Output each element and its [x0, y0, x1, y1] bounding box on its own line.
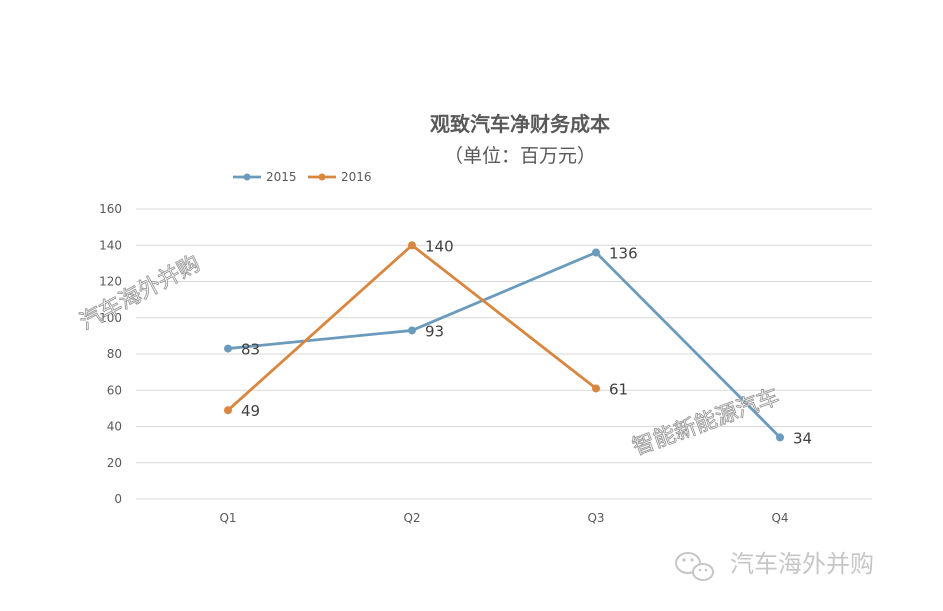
footer-watermark: 汽车海外并购: [730, 550, 874, 578]
legend-swatch-marker: [318, 173, 326, 181]
data-point: [592, 248, 600, 257]
data-label: 34: [793, 429, 812, 447]
y-tick-label: 20: [107, 456, 122, 470]
y-tick-label: 0: [114, 492, 122, 506]
y-tick-label: 140: [99, 238, 122, 252]
x-axis: Q1 Q2 Q3 Q4: [219, 511, 788, 525]
x-tick-label: Q1: [219, 511, 236, 525]
data-label: 136: [609, 245, 638, 263]
legend-label: 2016: [341, 170, 372, 184]
data-labels: 83 93 136 34 49 140 61: [241, 237, 812, 447]
chart-subtitle: （单位：百万元）: [444, 145, 596, 167]
legend-label: 2015: [266, 170, 297, 184]
data-label: 93: [425, 322, 444, 340]
data-point: [224, 344, 232, 353]
series-line-2015: [227, 251, 781, 439]
watermark-left: 汽车海外并购: [76, 251, 204, 335]
watermark-right: 智能新能源汽车: [630, 384, 783, 460]
x-tick-label: Q2: [403, 511, 420, 525]
data-point: [408, 326, 416, 335]
legend-swatch-marker: [243, 173, 251, 181]
data-label: 140: [425, 237, 454, 255]
y-tick-label: 100: [99, 311, 122, 325]
data-label: 83: [241, 341, 260, 359]
data-point: [592, 384, 600, 393]
data-point: [408, 241, 416, 250]
series-lines: [224, 241, 784, 442]
x-tick-label: Q3: [587, 511, 604, 525]
data-point: [224, 406, 232, 415]
gridlines: [136, 208, 872, 500]
chart-title: 观致汽车净财务成本: [430, 112, 610, 136]
y-tick-label: 40: [107, 420, 122, 434]
legend: 2015 2016: [233, 170, 372, 184]
y-tick-label: 120: [99, 275, 122, 289]
y-tick-label: 160: [99, 202, 122, 216]
data-label: 61: [609, 380, 628, 398]
wechat-icon: [675, 552, 714, 581]
y-tick-label: 80: [107, 347, 122, 361]
y-axis: 0 20 40 60 80 100 120 140 160: [99, 202, 122, 506]
data-label: 49: [241, 402, 260, 420]
y-tick-label: 60: [107, 383, 122, 397]
x-tick-label: Q4: [771, 511, 788, 525]
data-point: [776, 433, 784, 442]
